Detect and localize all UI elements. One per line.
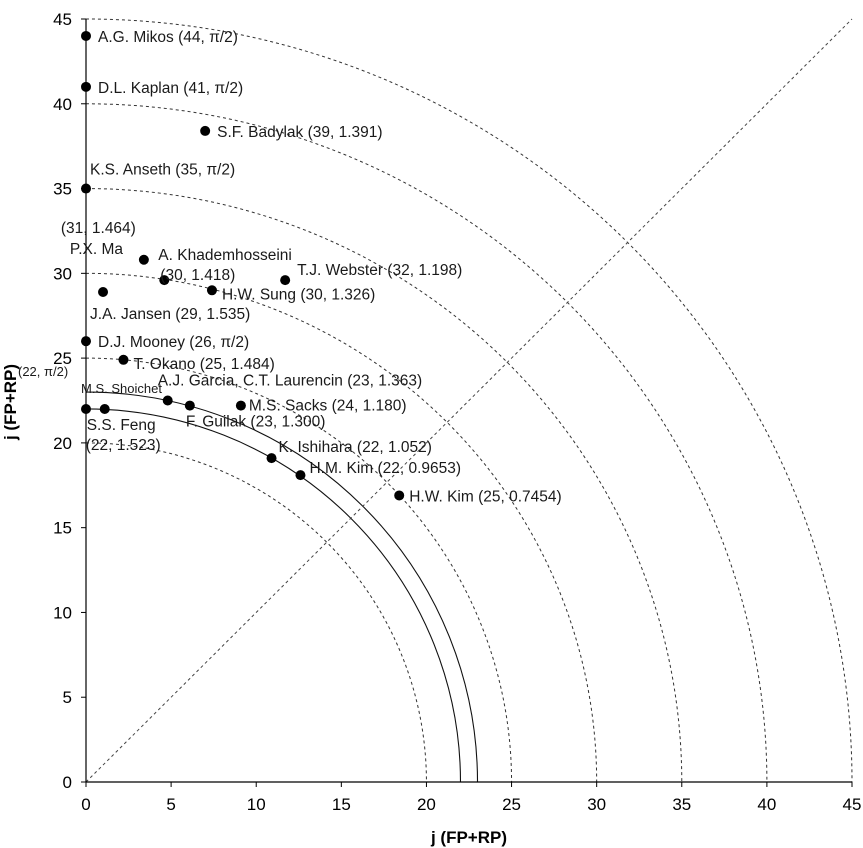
data-point (200, 125, 211, 136)
x-axis-title: j (FP+RP) (430, 828, 507, 847)
point-label: A.G. Mikos (44, π/2) (98, 29, 238, 46)
point-label: T.J. Webster (32, 1.198) (297, 262, 462, 279)
data-point (159, 275, 170, 286)
tick-layer: 0 5 10 15 20 25 30 35 40 45 0 5 10 15 20 25 30 35 40 45 (53, 10, 861, 814)
x-tick-label: 10 (247, 795, 266, 814)
dashed-arc-20 (85, 442, 427, 783)
data-point (394, 490, 405, 501)
y-tick-label: 25 (53, 349, 72, 368)
annotation-label: (22, π/2) (18, 364, 68, 379)
data-point (266, 453, 277, 464)
labels-layer: A.G. Mikos (44, π/2) D.L. Kaplan (41, π/2… (18, 29, 562, 505)
y-axis-title: j (FP+RP) (1, 364, 20, 441)
point-label: S.F. Badylak (39, 1.391) (217, 124, 382, 141)
y-tick-label: 35 (53, 180, 72, 199)
data-point (81, 183, 91, 194)
point-label: T. Okano (25, 1.484) (133, 356, 274, 373)
x-tick-label: 35 (672, 795, 691, 814)
data-point (206, 285, 217, 296)
points-layer (81, 30, 405, 501)
x-tick-label: 40 (757, 795, 776, 814)
x-tick-label: 30 (587, 795, 606, 814)
point-label: K. Ishihara (22, 1.052) (279, 439, 432, 456)
point-label: P.X. Ma (70, 241, 124, 258)
point-label: D.J. Mooney (26, π/2) (98, 334, 249, 351)
point-label: K.S. Anseth (35, π/2) (90, 162, 235, 179)
data-point (81, 403, 91, 414)
data-point (98, 286, 109, 297)
point-label: A.J. Garcia, C.T. Laurencin (23, 1.363) (158, 373, 422, 390)
axes-layer (85, 19, 852, 783)
x-tick-label: 5 (166, 795, 175, 814)
point-label: A. Khademhosseini (158, 247, 292, 264)
data-point (162, 395, 173, 406)
x-tick-label: 25 (502, 795, 521, 814)
data-point (280, 275, 291, 286)
y-tick-label: 15 (53, 519, 72, 538)
y-tick-label: 40 (53, 95, 72, 114)
annotation-label: (22, 1.523) (86, 437, 161, 454)
data-point (81, 336, 91, 347)
point-label: H.W. Sung (30, 1.326) (222, 286, 375, 303)
data-point (235, 400, 246, 411)
y-tick-label: 0 (63, 773, 72, 792)
x-tick-label: 15 (332, 795, 351, 814)
x-tick-label: 45 (843, 795, 862, 814)
point-label: H.W. Kim (25, 0.7454) (409, 488, 561, 505)
data-point (99, 403, 110, 414)
point-label: D.L. Kaplan (41, π/2) (98, 80, 243, 97)
data-point (138, 254, 149, 265)
point-label: S.S. Feng (87, 417, 156, 434)
point-label: M.S. Shoichet (81, 381, 162, 396)
annotation-label: (30, 1.418) (160, 267, 235, 284)
y-tick-label: 30 (53, 264, 72, 283)
data-point (184, 400, 195, 411)
data-point (81, 30, 91, 41)
x-tick-label: 0 (81, 795, 90, 814)
y-tick-label: 5 (63, 688, 72, 707)
point-label: H.M. Kim (22, 0.9653) (309, 460, 461, 477)
y-tick-label: 10 (53, 603, 72, 622)
point-label: F. Guilak (23, 1.300) (186, 414, 326, 431)
diagonal-line (85, 18, 853, 783)
y-tick-label: 20 (53, 434, 72, 453)
data-point (295, 470, 306, 481)
y-tick-label: 45 (53, 10, 72, 29)
annotation-label: (31, 1.464) (61, 220, 136, 237)
point-label: M.S. Sacks (24, 1.180) (249, 398, 407, 415)
x-tick-label: 20 (417, 795, 436, 814)
point-label: J.A. Jansen (29, 1.535) (90, 306, 250, 323)
data-point (118, 354, 129, 365)
dashed-arc-30 (85, 272, 598, 783)
data-point (81, 81, 91, 92)
